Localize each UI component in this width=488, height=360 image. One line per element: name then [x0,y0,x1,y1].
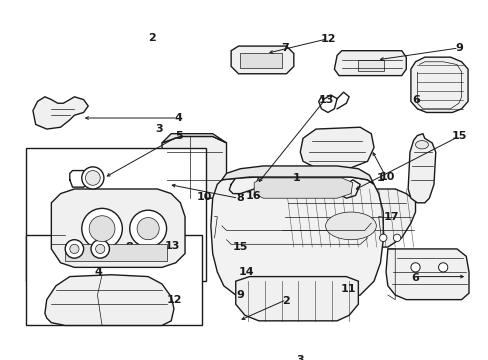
Circle shape [85,171,100,185]
Polygon shape [407,134,435,203]
Text: 12: 12 [166,295,182,305]
Text: 5: 5 [174,131,182,141]
Polygon shape [210,177,383,302]
Polygon shape [254,178,352,198]
Text: 4: 4 [174,113,182,123]
Bar [358,60,384,71]
Circle shape [410,263,419,272]
Polygon shape [45,275,174,325]
Polygon shape [222,166,373,184]
Text: 1: 1 [376,173,384,183]
Text: 3: 3 [155,125,163,134]
Text: 3: 3 [296,355,304,360]
Text: 6: 6 [411,95,419,104]
Polygon shape [277,189,415,247]
Polygon shape [162,136,226,198]
Circle shape [70,244,79,253]
Polygon shape [235,276,358,321]
Text: 5: 5 [94,231,102,240]
Text: 11: 11 [340,284,355,294]
Text: 12: 12 [321,34,336,44]
Text: 13: 13 [164,240,180,251]
Circle shape [65,240,83,258]
Text: 10: 10 [196,193,211,202]
Polygon shape [51,189,184,267]
Circle shape [438,263,447,272]
Bar [26,235,201,325]
Ellipse shape [415,141,427,149]
Circle shape [129,210,166,247]
Text: 9: 9 [455,43,463,53]
Text: 10: 10 [379,172,395,182]
Circle shape [379,234,386,242]
Text: 7: 7 [281,43,288,53]
Polygon shape [385,249,468,300]
Ellipse shape [325,212,376,240]
Text: 13: 13 [318,95,333,104]
Polygon shape [162,134,226,143]
Circle shape [81,208,122,249]
Text: 4: 4 [94,267,102,277]
Text: 9: 9 [236,291,244,300]
Text: 2: 2 [282,296,290,306]
Circle shape [392,234,400,242]
Circle shape [137,217,159,240]
Polygon shape [334,51,406,76]
Circle shape [96,244,104,253]
Polygon shape [231,46,293,74]
Bar [26,148,206,281]
Text: 14: 14 [239,267,254,277]
Text: 15: 15 [451,131,467,141]
Circle shape [89,216,115,242]
Text: 17: 17 [383,212,398,222]
Polygon shape [410,57,467,112]
Polygon shape [300,127,373,168]
Bar [65,244,166,261]
Circle shape [91,240,109,258]
Polygon shape [33,97,88,129]
Bar [240,54,281,68]
Text: 1: 1 [292,172,300,183]
Circle shape [81,167,103,189]
Text: 8: 8 [236,193,244,203]
Text: 8: 8 [125,242,133,252]
Text: 16: 16 [245,191,261,201]
Text: 15: 15 [232,242,247,252]
Text: 6: 6 [411,273,419,283]
Text: 2: 2 [148,33,156,43]
